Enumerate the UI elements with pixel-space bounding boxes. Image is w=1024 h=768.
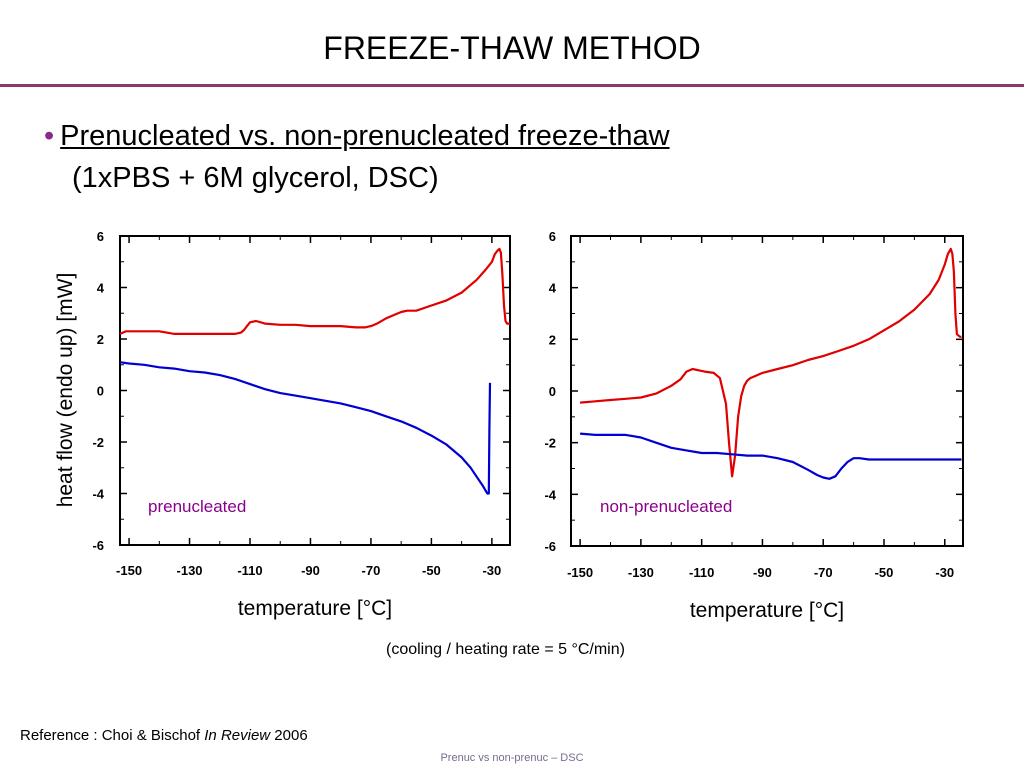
x-axis-label: temperature [°C] [238,597,392,620]
x-tick-label: -130 [628,565,654,580]
slide-footer: Prenuc vs non-prenuc – DSC [440,752,584,764]
x-tick-label: -150 [116,563,142,578]
bullet-point: • Prenucleated vs. non-prenucleated freez… [44,120,670,153]
bullet-subtitle: (1xPBS + 6M glycerol, DSC) [72,162,439,194]
series-annotation: prenucleated [148,497,246,516]
series-line [119,361,492,495]
chart-prenucleated: 6 4 2 0 -2 -4 -6 -150 -130 -110 -90 -70 -50 -30 prenuc… [54,229,511,620]
y-tick-label: -4 [92,487,104,502]
y-tick-label: 2 [549,332,556,347]
x-tick-label: -30 [935,565,954,580]
x-tick-label: -110 [237,563,262,578]
y-tick-label: -6 [544,539,556,554]
x-axis-label: temperature [°C] [690,599,844,622]
series-annotation: non-prenucleated [600,497,732,516]
x-tick-label: -90 [753,565,772,580]
y-tick-label: 0 [549,384,556,399]
rate-note: (cooling / heating rate = 5 °C/min) [386,641,625,658]
y-tick-label: -6 [92,538,104,553]
y-tick-label: 0 [97,384,104,399]
reference: Reference : Choi & Bischof In Review 200… [20,727,308,744]
reference-journal: In Review [204,727,271,744]
reference-year: 2006 [270,727,308,744]
series-line [580,432,962,480]
y-axis-label: heat flow (endo up) [mW] [54,273,77,508]
y-tick-label: -2 [544,436,556,451]
y-tick-label: -2 [92,435,104,450]
x-tick-label: -110 [689,565,714,580]
x-tick-label: -130 [177,563,203,578]
title-divider [0,84,1024,87]
series-line [119,247,510,335]
series-line [580,247,962,478]
y-tick-label: 6 [97,229,104,244]
x-tick-label: -50 [422,563,441,578]
y-tick-label: 4 [549,281,557,296]
y-tick-label: -4 [544,487,556,502]
x-tick-label: -150 [567,565,593,580]
chart-non-prenucleated: 6 4 2 0 -2 -4 -6 -150 -130 -110 -90 -70 -50 -30 non-pr… [544,229,964,622]
y-tick-label: 6 [549,229,556,244]
reference-prefix: Reference : Choi & Bischof [20,727,205,744]
x-tick-label: -50 [875,565,894,580]
bullet-heading: Prenucleated vs. non-prenucleated freeze… [60,120,670,152]
x-tick-label: -90 [301,563,320,578]
x-tick-label: -70 [362,563,381,578]
bullet-dot-icon: • [44,120,55,152]
y-tick-label: 2 [97,332,104,347]
x-tick-label: -70 [814,565,833,580]
y-tick-label: 4 [97,281,105,296]
x-tick-label: -30 [482,563,501,578]
slide-title: FREEZE-THAW METHOD [323,30,701,66]
